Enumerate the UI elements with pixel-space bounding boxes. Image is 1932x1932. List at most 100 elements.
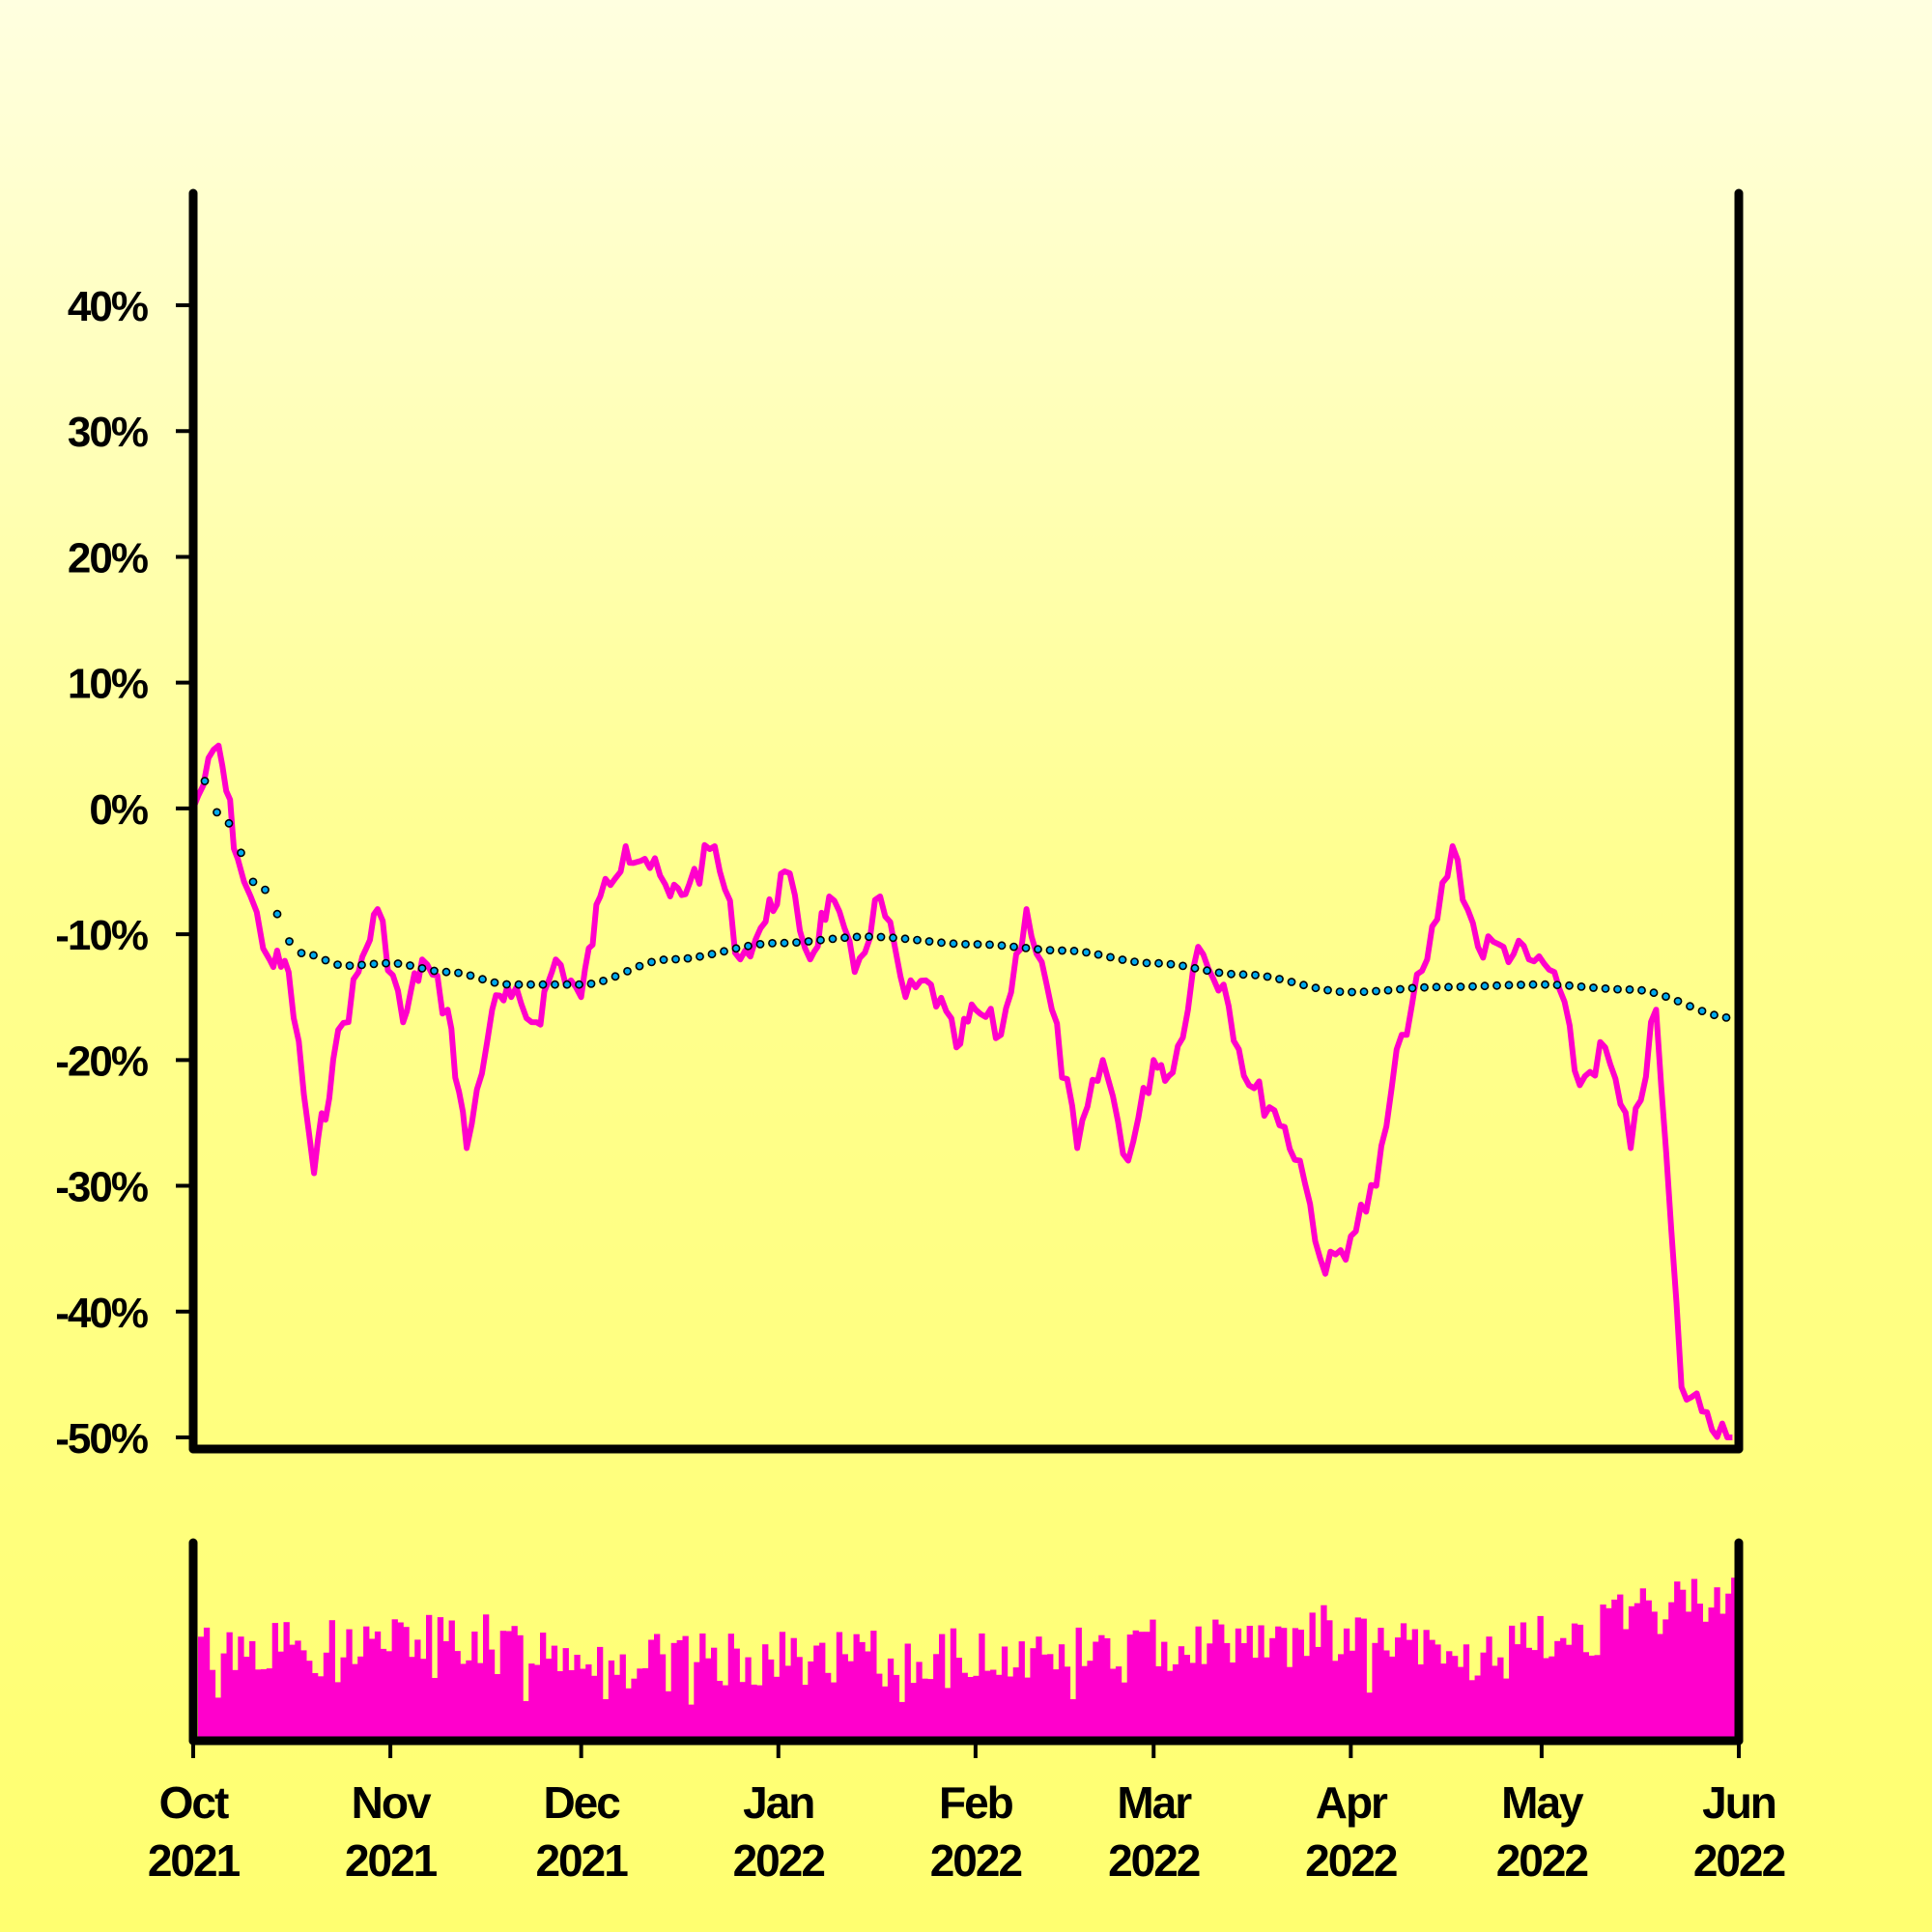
volume-bar: [260, 1669, 268, 1741]
trend-point: [272, 909, 282, 919]
volume-bar: [1623, 1629, 1630, 1741]
volume-bar: [665, 1690, 672, 1741]
volume-bar: [865, 1651, 871, 1741]
trend-point: [1444, 982, 1453, 992]
volume-bar: [562, 1648, 569, 1741]
volume-bar: [1354, 1617, 1361, 1741]
trend-point: [611, 972, 620, 981]
trend-point: [1649, 988, 1659, 998]
x-tick-year-label: 2022: [733, 1835, 825, 1886]
volume-bar: [637, 1668, 643, 1741]
volume-bar: [876, 1673, 883, 1741]
volume-bar: [1696, 1604, 1703, 1741]
volume-bar: [847, 1661, 854, 1741]
trend-point: [1697, 1007, 1707, 1015]
volume-bar: [466, 1660, 472, 1741]
volume-bar: [904, 1643, 911, 1741]
trend-point: [1686, 1002, 1694, 1011]
trend-point: [1034, 945, 1042, 954]
trend-point: [586, 980, 596, 988]
volume-bar: [1007, 1676, 1014, 1741]
volume-bar: [1315, 1646, 1321, 1741]
volume-bar: [214, 1697, 221, 1741]
volume-bar: [1463, 1644, 1470, 1741]
volume-bar: [1503, 1678, 1510, 1741]
volume-bar: [659, 1654, 667, 1741]
volume-bar: [414, 1639, 421, 1741]
trend-point: [1359, 987, 1369, 997]
trend-point: [1528, 980, 1538, 989]
volume-bar: [1400, 1623, 1407, 1741]
x-tick-year-label: 2022: [1693, 1835, 1785, 1886]
volume-bar: [1486, 1636, 1492, 1741]
volume-bar: [973, 1675, 980, 1741]
x-tick-month-label: Jan: [743, 1777, 813, 1828]
volume-bar: [374, 1631, 382, 1741]
volume-bar: [813, 1645, 820, 1741]
volume-bar: [642, 1667, 649, 1741]
volume-bar: [1087, 1661, 1094, 1741]
trend-point: [973, 940, 982, 949]
volume-bar: [1075, 1627, 1082, 1741]
volume-bar: [922, 1678, 928, 1741]
volume-bar: [323, 1652, 330, 1741]
volume-bar: [334, 1682, 341, 1741]
volume-bar: [1714, 1587, 1720, 1741]
volume-bar: [682, 1635, 689, 1741]
trend-point: [1407, 983, 1417, 993]
trend-point: [309, 951, 318, 960]
volume-bar: [249, 1640, 256, 1741]
trend-point: [1179, 961, 1187, 971]
volume-bar: [1036, 1636, 1042, 1741]
volume-bar: [819, 1642, 826, 1741]
trend-point: [683, 953, 693, 963]
volume-bar: [825, 1672, 832, 1741]
volume-bar: [1594, 1655, 1601, 1741]
x-tick-month-label: Dec: [543, 1777, 620, 1828]
volume-bar: [385, 1651, 392, 1741]
trend-point: [1154, 958, 1163, 968]
trend-point: [224, 818, 234, 828]
volume-bar: [243, 1657, 250, 1741]
volume-bar: [391, 1619, 398, 1741]
trend-point: [731, 944, 741, 953]
volume-bar: [1001, 1646, 1009, 1741]
volume-bar: [1702, 1621, 1709, 1741]
volume-bar: [483, 1614, 490, 1741]
trend-point: [865, 932, 873, 942]
trend-point: [502, 980, 511, 989]
volume-bar: [545, 1659, 553, 1741]
volume-bar: [1286, 1666, 1293, 1741]
volume-bar: [1281, 1628, 1288, 1741]
trend-point: [1299, 980, 1308, 990]
volume-bar: [1024, 1677, 1031, 1741]
volume-bar: [1446, 1651, 1453, 1741]
volume-bar: [1725, 1593, 1732, 1741]
volume-bar: [1657, 1634, 1663, 1741]
trend-point: [551, 980, 559, 989]
trend-point: [1227, 969, 1236, 979]
volume-bar: [1110, 1668, 1117, 1741]
volume-bar: [853, 1634, 860, 1741]
trend-point: [816, 935, 825, 945]
volume-bar: [1571, 1623, 1578, 1741]
trend-point: [200, 777, 210, 785]
volume-bar: [1548, 1656, 1555, 1741]
trend-point: [1021, 944, 1031, 952]
volume-bar: [1264, 1657, 1270, 1741]
volume-bar: [551, 1645, 558, 1741]
volume-bar: [511, 1626, 518, 1741]
trend-point: [1517, 980, 1525, 989]
volume-bar: [1235, 1628, 1242, 1741]
trend-point: [1335, 987, 1345, 996]
volume-bar: [295, 1640, 301, 1741]
volume-bar: [1303, 1656, 1310, 1741]
volume-bar: [1566, 1644, 1573, 1741]
trend-point: [478, 975, 487, 984]
trend-point: [1106, 952, 1115, 962]
price-chart-frame: [188, 188, 1744, 1454]
volume-chart-panel: Oct 2021 Nov 2021 Dec 2021 Jan 2022 Feb 2022 Mar 20…: [148, 1538, 1787, 1886]
trend-point: [1577, 982, 1586, 991]
volume-bars-layer: [198, 1577, 1738, 1741]
volume-bar: [1240, 1643, 1247, 1741]
